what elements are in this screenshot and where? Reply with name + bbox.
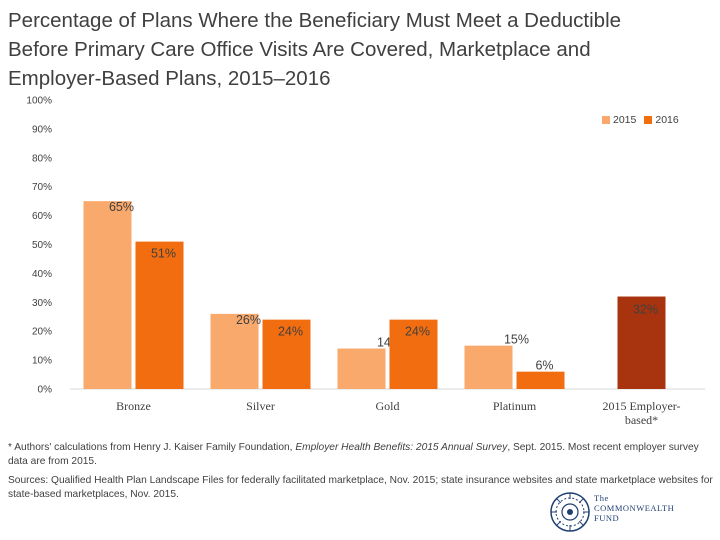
footnote-prefix: * Authors' calculations from Henry J. Ka…	[8, 442, 296, 453]
y-tick-label: 50%	[32, 240, 52, 251]
x-tick-label: Gold	[376, 399, 400, 413]
bar-employer	[617, 296, 666, 389]
y-tick-label: 70%	[32, 182, 52, 193]
bar-2015	[464, 345, 513, 389]
logo-line: FUND	[594, 513, 620, 523]
chart-title-line: Before Primary Care Office Visits Are Co…	[8, 38, 591, 61]
logo-wordmark: The COMMONWEALTH FUND	[594, 493, 674, 523]
sources-note: Sources: Qualified Health Plan Landscape…	[8, 475, 713, 500]
logo-line: COMMONWEALTH	[594, 503, 675, 513]
legend-item-2015: 2015	[602, 114, 636, 126]
footnote-suffix: , Sept. 2015. Most recent employer surve…	[8, 442, 699, 467]
legend-label-2015: 2015	[613, 114, 637, 126]
data-label: 24%	[405, 325, 430, 339]
y-tick-label: 60%	[32, 211, 52, 222]
bar-2015	[210, 313, 259, 389]
legend-label-2016: 2016	[655, 114, 679, 126]
y-tick-label: 0%	[38, 385, 53, 396]
data-label: 26%	[236, 313, 261, 327]
bar-2015	[337, 348, 386, 389]
bar-2016	[516, 371, 565, 389]
y-tick-label: 30%	[32, 298, 52, 309]
footnote: * Authors' calculations from Henry J. Ka…	[8, 441, 720, 468]
data-label: 51%	[151, 247, 176, 261]
bar-chart: 0% 10% 20% 30% 40% 50% 60% 70% 80% 90% 100% 65% 51% B…	[26, 96, 705, 427]
x-tick-label: based*	[625, 413, 658, 427]
bar-2016	[262, 319, 311, 389]
commonwealth-fund-seal-icon	[550, 492, 590, 532]
y-tick-label: 40%	[32, 269, 52, 280]
data-label: 15%	[504, 333, 529, 347]
legend-swatch-2015	[602, 116, 610, 124]
data-label: 6%	[535, 359, 553, 373]
legend-swatch-2016	[644, 116, 653, 124]
chart-legend: 2015 2016	[602, 114, 679, 126]
legend-item-2016: 2016	[644, 114, 679, 126]
bar-2016	[389, 319, 438, 389]
data-label: 32%	[633, 303, 658, 317]
logo-line: The	[594, 493, 609, 503]
y-tick-label: 100%	[26, 96, 52, 107]
x-tick-label: Bronze	[116, 399, 151, 413]
commonwealth-fund-logo: The COMMONWEALTH FUND	[548, 490, 718, 536]
x-tick-label: Platinum	[493, 399, 537, 413]
footnote-survey-title: Employer Health Benefits: 2015 Annual Su…	[295, 442, 508, 453]
chart-title: Percentage of Plans Where the Beneficiar…	[8, 6, 714, 93]
bar-2016	[135, 241, 184, 389]
bar-2015	[83, 201, 132, 389]
y-tick-label: 90%	[32, 124, 52, 135]
chart-title-line: Percentage of Plans Where the Beneficiar…	[8, 9, 622, 32]
x-tick-label: Silver	[246, 399, 275, 413]
y-tick-label: 10%	[32, 356, 52, 367]
data-label: 24%	[278, 325, 303, 339]
x-tick-label: 2015 Employer-	[602, 399, 680, 413]
chart-title-line: Employer-Based Plans, 2015–2016	[8, 67, 331, 90]
y-tick-label: 20%	[32, 327, 52, 338]
data-label: 65%	[109, 200, 134, 214]
y-tick-label: 80%	[32, 153, 52, 164]
